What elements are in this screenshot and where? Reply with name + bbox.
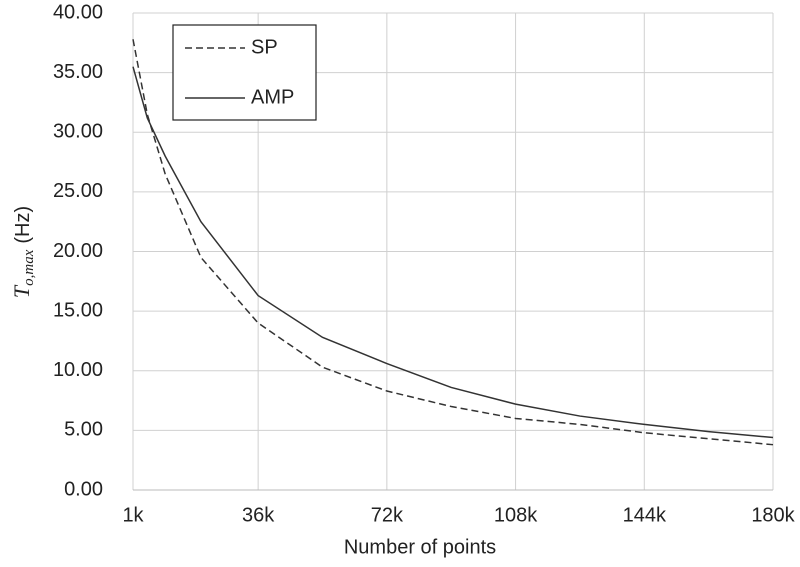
- y-tick-label: 25.00: [53, 180, 103, 202]
- series-line: [132, 39, 774, 446]
- x-tick-label: 1k: [122, 504, 144, 526]
- x-tick-label: 72k: [371, 504, 404, 526]
- y-axis-label: To,max (Hz): [9, 206, 37, 298]
- y-tick-label: 30.00: [53, 121, 103, 143]
- x-axis-label: Number of points: [344, 536, 496, 558]
- legend-label: AMP: [251, 86, 294, 108]
- y-tick-label: 0.00: [64, 478, 103, 500]
- y-tick-label: 15.00: [53, 299, 103, 321]
- x-tick-label: 36k: [242, 504, 275, 526]
- y-tick-label: 40.00: [53, 1, 103, 23]
- y-tick-label: 20.00: [53, 240, 103, 262]
- y-unit: (Hz): [12, 206, 34, 244]
- legend-box: [172, 24, 317, 121]
- legend-label: SP: [251, 36, 278, 58]
- y-symbol: T: [9, 284, 34, 298]
- y-tick-label: 5.00: [64, 419, 103, 441]
- y-tick-label: 10.00: [53, 359, 103, 381]
- y-subscript: o,max: [21, 249, 37, 286]
- x-tick-label: 108k: [494, 504, 538, 526]
- x-tick-label: 180k: [751, 504, 795, 526]
- y-tick-label: 35.00: [53, 61, 103, 83]
- x-tick-label: 144k: [623, 504, 667, 526]
- series-line: [132, 66, 774, 439]
